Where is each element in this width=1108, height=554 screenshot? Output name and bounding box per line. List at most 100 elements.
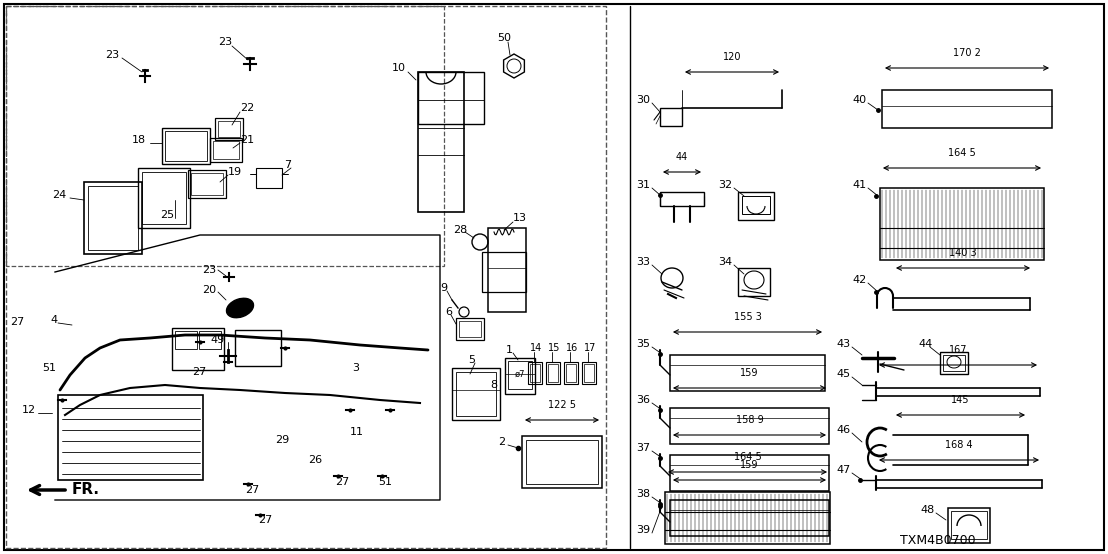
- Text: 47: 47: [837, 465, 850, 475]
- Text: 140 3: 140 3: [950, 248, 977, 258]
- Text: 23: 23: [218, 37, 232, 47]
- Bar: [6, 6, 444, 266]
- Text: 120: 120: [722, 52, 741, 62]
- Text: 22: 22: [240, 103, 254, 113]
- Text: 145: 145: [952, 395, 970, 405]
- Text: 170 2: 170 2: [953, 48, 981, 58]
- Text: 6: 6: [445, 307, 452, 317]
- Bar: [522, 436, 602, 488]
- Text: 164 5: 164 5: [733, 452, 761, 462]
- Text: 20: 20: [202, 285, 216, 295]
- Text: 3: 3: [352, 363, 359, 373]
- Text: FR.: FR.: [72, 483, 100, 497]
- Text: 42: 42: [852, 275, 866, 285]
- Bar: [418, 72, 484, 124]
- Text: 51: 51: [42, 363, 57, 373]
- Text: 44: 44: [919, 339, 932, 349]
- Text: 159: 159: [740, 368, 759, 378]
- Text: 21: 21: [240, 135, 254, 145]
- Text: 33: 33: [636, 257, 650, 267]
- Text: 46: 46: [837, 425, 850, 435]
- Bar: [670, 355, 825, 391]
- Bar: [670, 455, 829, 491]
- Bar: [948, 508, 991, 543]
- Text: 51: 51: [378, 477, 392, 487]
- Bar: [529, 362, 542, 384]
- Bar: [660, 108, 683, 126]
- Text: 50: 50: [497, 33, 511, 43]
- Text: 122 5: 122 5: [548, 400, 576, 410]
- Bar: [213, 141, 239, 159]
- Bar: [456, 372, 496, 416]
- Text: 27: 27: [335, 477, 349, 487]
- Text: 23: 23: [105, 50, 120, 60]
- Text: 158 9: 158 9: [736, 415, 763, 425]
- Bar: [188, 170, 226, 198]
- Text: 11: 11: [350, 427, 365, 437]
- Text: 26: 26: [308, 455, 322, 465]
- Text: 27: 27: [258, 515, 273, 525]
- Text: 167: 167: [948, 345, 967, 355]
- Text: 31: 31: [636, 180, 650, 190]
- Text: 164 5: 164 5: [948, 148, 976, 158]
- Text: 19: 19: [228, 167, 243, 177]
- Bar: [456, 318, 484, 340]
- Bar: [88, 186, 138, 250]
- Text: 37: 37: [636, 443, 650, 453]
- Text: 24: 24: [52, 190, 66, 200]
- Text: 4: 4: [50, 315, 58, 325]
- Text: 28: 28: [453, 225, 468, 235]
- Bar: [256, 168, 283, 188]
- Bar: [505, 358, 535, 394]
- Bar: [215, 118, 243, 140]
- Text: 7: 7: [284, 160, 291, 170]
- Bar: [665, 492, 830, 544]
- Bar: [564, 362, 578, 384]
- Text: 45: 45: [837, 369, 850, 379]
- Bar: [191, 173, 223, 195]
- Bar: [880, 188, 1044, 260]
- Text: 168 4: 168 4: [945, 440, 973, 450]
- Text: 159: 159: [740, 460, 759, 470]
- Bar: [482, 252, 526, 292]
- Text: 27: 27: [192, 367, 206, 377]
- Text: 25: 25: [160, 210, 174, 220]
- Text: 10: 10: [392, 63, 406, 73]
- Bar: [84, 182, 142, 254]
- Text: 15: 15: [548, 343, 561, 353]
- Text: 48: 48: [920, 505, 934, 515]
- Text: 34: 34: [718, 257, 732, 267]
- Text: TXM4B0700: TXM4B0700: [900, 534, 976, 546]
- Bar: [951, 511, 987, 539]
- Text: 35: 35: [636, 339, 650, 349]
- Bar: [142, 172, 186, 224]
- Bar: [742, 196, 770, 214]
- Text: 12: 12: [22, 405, 37, 415]
- Text: 23: 23: [202, 265, 216, 275]
- Text: 41: 41: [852, 180, 866, 190]
- Ellipse shape: [226, 298, 254, 317]
- Text: 155 3: 155 3: [733, 312, 761, 322]
- Bar: [738, 192, 774, 220]
- Text: 44: 44: [676, 152, 688, 162]
- Bar: [943, 355, 965, 371]
- Bar: [175, 331, 197, 349]
- Bar: [6, 6, 606, 548]
- Bar: [199, 331, 220, 349]
- Text: 14: 14: [530, 343, 542, 353]
- Bar: [738, 268, 770, 296]
- Bar: [548, 364, 558, 382]
- Text: 5: 5: [468, 355, 475, 365]
- Bar: [660, 192, 704, 206]
- Text: 18: 18: [132, 135, 146, 145]
- Text: 17: 17: [584, 343, 596, 353]
- Bar: [452, 368, 500, 420]
- Bar: [582, 362, 596, 384]
- Text: 40: 40: [852, 95, 866, 105]
- Text: 32: 32: [718, 180, 732, 190]
- Bar: [211, 138, 242, 162]
- Bar: [882, 90, 1051, 128]
- Text: 39: 39: [636, 525, 650, 535]
- Bar: [165, 131, 207, 161]
- Bar: [162, 128, 211, 164]
